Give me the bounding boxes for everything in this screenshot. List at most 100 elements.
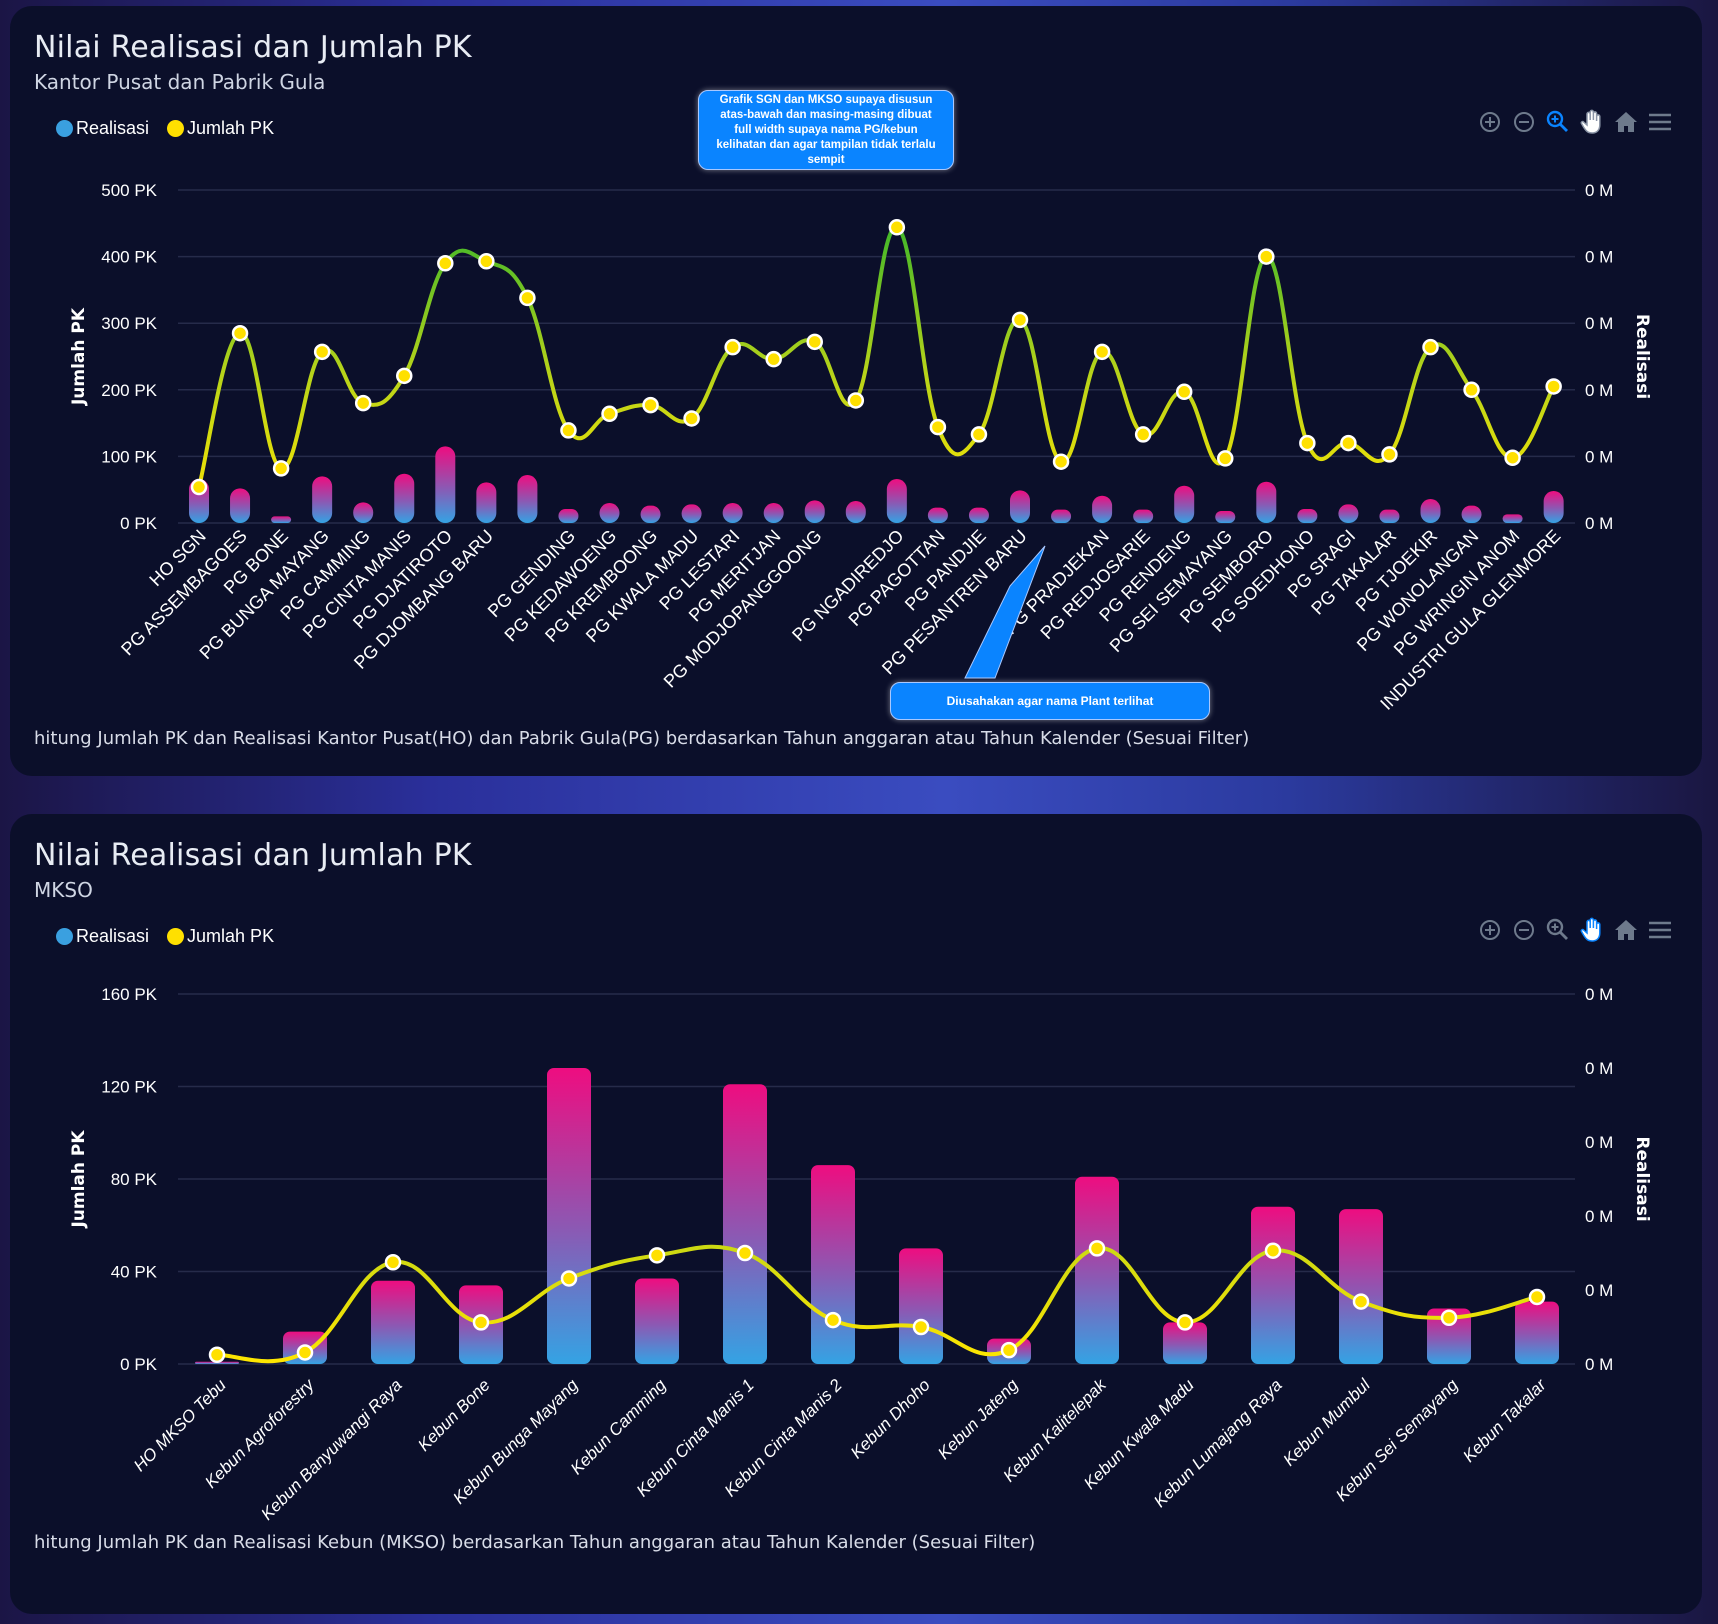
bar-realisasi	[599, 503, 620, 523]
chart-card-mkso: Nilai Realisasi dan Jumlah PK MKSO Reali…	[10, 814, 1702, 1614]
zoom-in-icon[interactable]	[1478, 918, 1502, 942]
bar-realisasi	[1543, 491, 1564, 523]
point-jumlah-pk[interactable]	[824, 1311, 842, 1329]
point-jumlah-pk[interactable]	[1463, 381, 1480, 399]
point-jumlah-pk[interactable]	[888, 219, 906, 236]
bar-realisasi	[1174, 485, 1195, 523]
bar-realisasi	[1379, 509, 1400, 523]
point-jumlah-pk[interactable]	[912, 1318, 930, 1336]
selection-zoom-icon[interactable]	[1546, 110, 1570, 134]
selection-zoom-icon[interactable]	[1546, 918, 1570, 942]
chart-plot-mkso[interactable]: 0 PK 40 PK 80 PK 120 PK 160 PK 0 M 0 M 0 M 0 M 0 …	[10, 814, 1702, 1614]
y2-axis-tick-label: 0 M	[1585, 1281, 1613, 1300]
point-jumlah-pk[interactable]	[1264, 1242, 1282, 1259]
point-jumlah-pk[interactable]	[190, 478, 208, 496]
legend-item-realisasi[interactable]: Realisasi	[56, 118, 149, 139]
y2-axis-tick-label: 0 M	[1585, 181, 1613, 200]
point-jumlah-pk[interactable]	[1217, 450, 1234, 467]
bar-realisasi	[681, 504, 702, 523]
point-jumlah-pk[interactable]	[437, 255, 454, 272]
bar-realisasi	[1251, 1206, 1295, 1364]
home-icon[interactable]	[1614, 918, 1638, 942]
bar-realisasi	[435, 446, 456, 523]
point-jumlah-pk[interactable]	[1134, 426, 1152, 443]
point-jumlah-pk[interactable]	[1381, 446, 1398, 463]
point-jumlah-pk[interactable]	[519, 289, 536, 307]
bar-realisasi	[1461, 505, 1482, 523]
point-jumlah-pk[interactable]	[1000, 1341, 1018, 1359]
zoom-in-icon[interactable]	[1478, 110, 1502, 134]
hamburger-menu-icon[interactable]	[1648, 110, 1672, 134]
point-jumlah-pk[interactable]	[1299, 434, 1316, 452]
point-jumlah-pk[interactable]	[642, 396, 659, 414]
bar-realisasi	[1010, 490, 1030, 523]
legend-item-realisasi[interactable]: Realisasi	[56, 926, 149, 947]
y-axis-tick-label: 80 PK	[111, 1170, 158, 1189]
bar-realisasi	[1075, 1176, 1119, 1364]
point-jumlah-pk[interactable]	[736, 1244, 754, 1262]
point-jumlah-pk[interactable]	[683, 410, 700, 427]
y2-axis-tick-label: 0 M	[1585, 1059, 1613, 1078]
point-jumlah-pk[interactable]	[929, 418, 947, 436]
point-jumlah-pk[interactable]	[970, 426, 988, 443]
point-jumlah-pk[interactable]	[1440, 1309, 1458, 1326]
bar-realisasi	[558, 509, 579, 523]
point-jumlah-pk[interactable]	[472, 1314, 490, 1331]
bar-realisasi	[1092, 495, 1113, 523]
point-jumlah-pk[interactable]	[1176, 1314, 1194, 1331]
zoom-out-icon[interactable]	[1512, 918, 1536, 942]
point-jumlah-pk[interactable]	[1340, 434, 1357, 452]
point-jumlah-pk[interactable]	[648, 1247, 666, 1264]
chart-toolbar	[1478, 917, 1672, 942]
point-jumlah-pk[interactable]	[313, 343, 331, 361]
pan-hand-icon[interactable]	[1580, 109, 1604, 134]
x-axis-tick-label: Kebun Bone	[414, 1375, 494, 1455]
chart-footer-note: hitung Jumlah PK dan Realisasi Kebun (MK…	[34, 1532, 1036, 1553]
legend-item-jumlah-pk[interactable]: Jumlah PK	[167, 118, 274, 139]
bar-realisasi	[968, 507, 989, 523]
point-jumlah-pk[interactable]	[1175, 383, 1193, 401]
annotation-callout-plant-label: Diusahakan agar nama Plant terlihat	[890, 682, 1210, 720]
bar-realisasi	[1256, 481, 1277, 523]
point-jumlah-pk[interactable]	[384, 1254, 402, 1271]
point-jumlah-pk[interactable]	[847, 392, 865, 409]
point-jumlah-pk[interactable]	[1422, 338, 1439, 356]
y-axis-tick-label: 0 PK	[120, 1355, 158, 1374]
y2-axis-title: Realisasi	[1632, 1136, 1652, 1221]
point-jumlah-pk[interactable]	[601, 405, 618, 423]
point-jumlah-pk[interactable]	[396, 367, 413, 385]
point-jumlah-pk[interactable]	[1258, 248, 1275, 265]
point-jumlah-pk[interactable]	[1052, 453, 1070, 470]
point-jumlah-pk[interactable]	[560, 1270, 578, 1287]
point-jumlah-pk[interactable]	[1504, 449, 1521, 466]
chart-title: Nilai Realisasi dan Jumlah PK	[34, 30, 472, 65]
point-jumlah-pk[interactable]	[354, 394, 372, 412]
zoom-out-icon[interactable]	[1512, 110, 1536, 134]
y2-axis-tick-label: 0 M	[1585, 1207, 1613, 1226]
hamburger-menu-icon[interactable]	[1648, 918, 1672, 942]
point-jumlah-pk[interactable]	[1528, 1288, 1546, 1306]
bar-realisasi	[1339, 1209, 1383, 1364]
point-jumlah-pk[interactable]	[1545, 378, 1562, 395]
point-jumlah-pk[interactable]	[1088, 1240, 1106, 1257]
point-jumlah-pk[interactable]	[560, 422, 577, 439]
point-jumlah-pk[interactable]	[724, 338, 741, 356]
point-jumlah-pk[interactable]	[1093, 343, 1111, 361]
point-jumlah-pk[interactable]	[806, 333, 823, 351]
point-jumlah-pk[interactable]	[765, 350, 782, 368]
point-jumlah-pk[interactable]	[231, 324, 249, 342]
pan-hand-icon[interactable]	[1580, 917, 1604, 942]
bar-realisasi	[1420, 499, 1441, 523]
y-axis-tick-label: 200 PK	[101, 381, 157, 400]
point-jumlah-pk[interactable]	[208, 1346, 226, 1363]
x-axis-tick-label: Kebun Jateng	[934, 1375, 1022, 1463]
x-axis-tick-label: HO MKSO Tebu	[130, 1375, 230, 1475]
point-jumlah-pk[interactable]	[1352, 1293, 1370, 1310]
chart-plot-pg[interactable]: 0 PK 100 PK 200 PK 300 PK 400 PK 500 PK 0 M 0 M…	[10, 6, 1702, 776]
point-jumlah-pk[interactable]	[296, 1344, 314, 1361]
point-jumlah-pk[interactable]	[1011, 311, 1029, 329]
legend-item-jumlah-pk[interactable]: Jumlah PK	[167, 926, 274, 947]
point-jumlah-pk[interactable]	[478, 253, 495, 270]
point-jumlah-pk[interactable]	[272, 460, 290, 477]
home-icon[interactable]	[1614, 110, 1638, 134]
